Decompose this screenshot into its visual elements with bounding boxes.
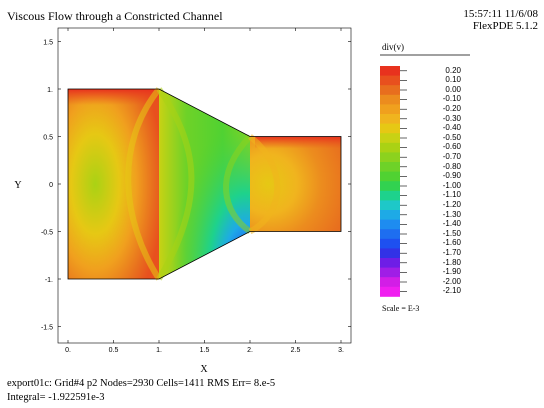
- colorbar-value: 0.00: [445, 84, 461, 94]
- colorbar-swatch: [380, 94, 400, 105]
- domain-outline: [67, 88, 342, 280]
- colorbar-value: -0.80: [442, 161, 461, 171]
- colorbar-swatch: [380, 238, 400, 249]
- y-tick-label: 1.5: [43, 40, 53, 47]
- colorbar-swatch: [380, 171, 400, 182]
- colorbar-value: -0.90: [442, 171, 461, 181]
- colorbar-swatch: [380, 75, 400, 86]
- colorbar-swatch: [380, 104, 400, 115]
- colorbar-value: -0.10: [442, 94, 461, 104]
- colorbar-value: -1.80: [442, 257, 461, 267]
- colorbar-swatch: [380, 277, 400, 288]
- x-tick-label: 1.: [156, 347, 162, 354]
- y-tick-label: -1.: [45, 277, 53, 284]
- colorbar-swatch: [380, 258, 400, 268]
- contour-band: [156, 87, 195, 281]
- colorbar-value: -1.90: [442, 267, 461, 277]
- y-tick-label: -0.5: [41, 230, 53, 237]
- colorbar-label: div(v): [382, 42, 404, 52]
- colorbar-value: -0.70: [442, 151, 461, 161]
- colorbar-value: 0.20: [445, 65, 461, 75]
- x-tick-label: 1.5: [200, 347, 210, 354]
- x-tick-label: 2.: [247, 347, 253, 354]
- colorbar-swatch: [380, 248, 400, 259]
- colorbar-value: 0.10: [445, 75, 461, 85]
- colorbar-value: -1.20: [442, 199, 461, 209]
- colorbar-swatch: [380, 286, 400, 297]
- colorbar-value: -1.10: [442, 190, 461, 200]
- colorbar-swatch: [380, 162, 400, 172]
- colorbar-swatch: [380, 123, 400, 134]
- colorbar-value: -2.10: [442, 286, 461, 296]
- colorbar-value: -1.50: [442, 228, 461, 238]
- colorbar-value: -1.70: [442, 247, 461, 257]
- software-version: FlexPDE 5.1.2: [472, 20, 538, 32]
- colorbar-value: -0.30: [442, 113, 461, 123]
- contour-band: [223, 134, 253, 234]
- contour-band: [248, 134, 281, 235]
- x-axis-label: X: [200, 364, 208, 375]
- colorbar-value: -1.60: [442, 238, 461, 248]
- region-outlet-top: [255, 136, 341, 149]
- colorbar-swatch: [380, 200, 400, 211]
- timestamp: 15:57:11 11/6/08: [463, 8, 538, 20]
- colorbar-swatch: [380, 181, 400, 192]
- colorbar-swatch: [380, 210, 400, 220]
- colorbar-swatch: [380, 190, 400, 201]
- colorbar-swatch: [380, 152, 400, 163]
- colorbar-swatch: [380, 229, 400, 240]
- colorbar-value: -2.00: [442, 276, 461, 286]
- footer-integral: Integral= -1.922591e-3: [7, 392, 105, 403]
- colorbar-swatch: [380, 219, 400, 230]
- colorbar-value: -1.00: [442, 180, 461, 190]
- colorbar-value: -1.30: [442, 209, 461, 219]
- colorbar-value: -0.50: [442, 132, 461, 142]
- y-tick-label: 0.5: [43, 135, 53, 142]
- plot-title: Viscous Flow through a Constricted Chann…: [7, 9, 223, 23]
- colorbar-swatch: [380, 66, 400, 76]
- colorbar-swatch: [380, 114, 400, 124]
- x-tick-label: 2.5: [291, 347, 301, 354]
- y-axis-label: Y: [14, 180, 21, 191]
- colorbar-swatch: [380, 267, 400, 278]
- y-tick-label: 0: [49, 182, 53, 189]
- y-tick-label: -1.5: [41, 325, 53, 332]
- colorbar-value: -0.20: [442, 103, 461, 113]
- x-tick-label: 3.: [338, 347, 344, 354]
- colorbar-swatch: [380, 133, 400, 144]
- footer-stats: export01c: Grid#4 p2 Nodes=2930 Cells=14…: [7, 378, 276, 389]
- y-tick-label: 1.: [47, 87, 53, 94]
- x-tick-label: 0.: [65, 347, 71, 354]
- colorbar-scale: Scale = E-3: [382, 304, 420, 313]
- colorbar-swatch: [380, 142, 400, 153]
- colorbar-swatch: [380, 85, 400, 96]
- contour-band: [125, 87, 162, 281]
- colorbar-value: -0.60: [442, 142, 461, 152]
- colorbar-value: -1.40: [442, 219, 461, 229]
- colorbar-value: -0.40: [442, 123, 461, 133]
- x-tick-label: 0.5: [109, 347, 119, 354]
- region-inlet-top: [68, 89, 159, 105]
